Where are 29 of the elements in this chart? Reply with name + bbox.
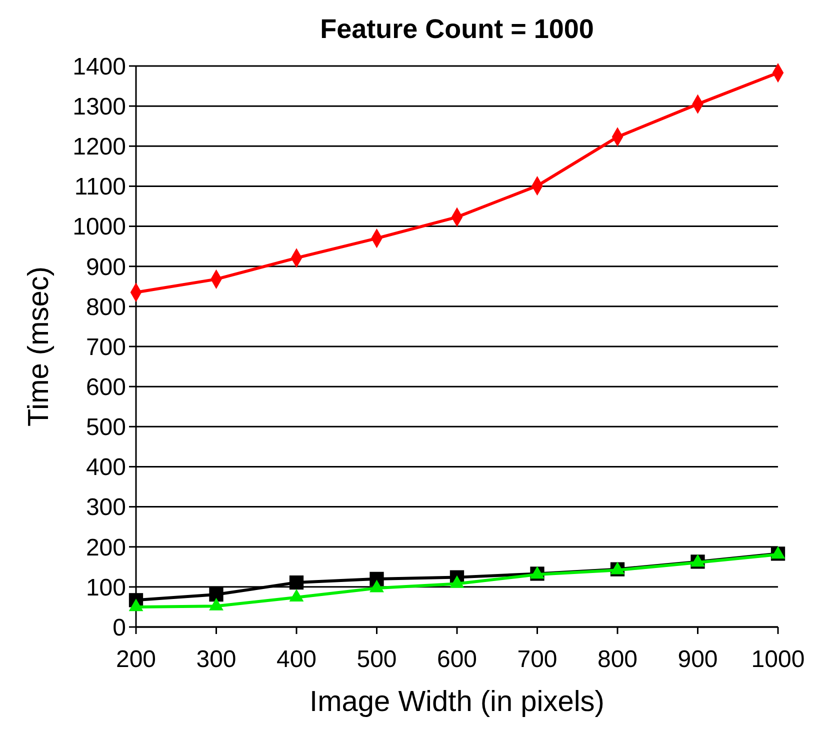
x-tick-label: 700 [517, 646, 558, 673]
y-tick-label: 400 [86, 454, 126, 482]
y-tick-label: 100 [86, 574, 126, 602]
y-tick-label: 0 [112, 614, 126, 642]
x-axis-title: Image Width (in pixels) [310, 686, 604, 718]
y-tick-label: 1100 [74, 174, 126, 201]
x-tick-label: 500 [356, 646, 397, 673]
x-tick-label: 600 [436, 646, 478, 673]
y-axis-title: Time (msec) [23, 266, 55, 427]
point [289, 575, 304, 590]
x-tick-label: 900 [678, 646, 718, 673]
y-tick-label: 1300 [72, 93, 126, 120]
x-tick-label: 1000 [751, 646, 805, 673]
y-tick-label: 1200 [72, 134, 126, 161]
y-tick-label: 500 [86, 414, 126, 442]
y-tick-label: 200 [86, 534, 126, 562]
chart-title: Feature Count = 1000 [320, 14, 594, 44]
x-tick-label: 400 [276, 646, 317, 673]
y-tick-label: 800 [86, 294, 126, 321]
y-tick-label: 1400 [72, 53, 126, 80]
y-tick-label: 900 [86, 254, 126, 281]
x-tick-label: 800 [597, 646, 638, 673]
y-tick-label: 1000 [72, 214, 126, 241]
point [209, 587, 224, 602]
y-tick-label: 600 [86, 374, 126, 401]
y-tick-label: 700 [86, 334, 126, 361]
x-tick-label: 300 [196, 646, 236, 673]
x-tick-label: 200 [116, 646, 156, 673]
y-tick-label: 300 [86, 494, 126, 522]
